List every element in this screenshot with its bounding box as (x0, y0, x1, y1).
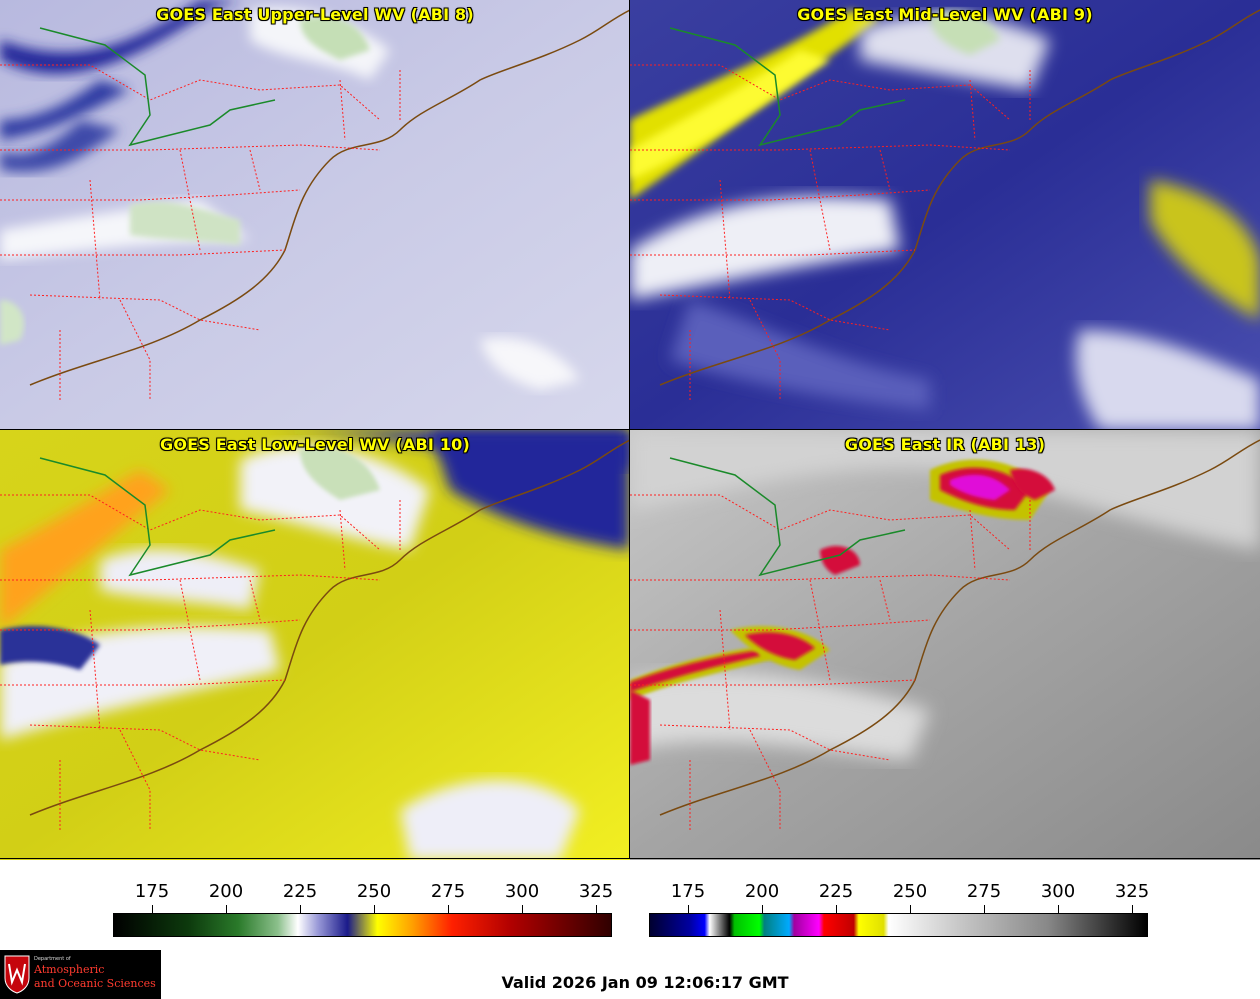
wv-tick (300, 905, 301, 913)
wv-tick-label: 225 (282, 881, 318, 902)
wv-tick-label: 325 (578, 881, 614, 902)
ir-tick-label: 300 (1040, 881, 1076, 902)
ir-tick (762, 905, 763, 913)
ir-tick (1058, 905, 1059, 913)
ir-tick-label: 250 (892, 881, 928, 902)
wv-tick-label: 200 (208, 881, 244, 902)
logo-line-1: Atmospheric (34, 963, 105, 976)
panel-title: GOES East Upper-Level WV (ABI 8) (156, 5, 474, 24)
ir-tick-label: 200 (744, 881, 780, 902)
panel-low-level-wv: GOES East Low-Level WV (ABI 10) (0, 430, 630, 860)
ir-tick-label: 225 (818, 881, 854, 902)
wv-tick-label: 300 (504, 881, 540, 902)
mid-level-wv-image (630, 0, 1260, 430)
ir-tick-label: 175 (670, 881, 706, 902)
aos-logo[interactable]: Department of Atmospheric and Oceanic Sc… (0, 950, 161, 999)
panel-title: GOES East Low-Level WV (ABI 10) (159, 435, 470, 454)
wv-tick (522, 905, 523, 913)
panel-ir: GOES East IR (ABI 13) (630, 430, 1260, 860)
logo-line-2: and Oceanic Sciences (34, 977, 156, 990)
valid-time-label: Valid 2026 Jan 09 12:06:17 GMT (501, 973, 789, 992)
panel-mid-level-wv: GOES East Mid-Level WV (ABI 9) (630, 0, 1260, 430)
wv-tick (448, 905, 449, 913)
wv-tick-label: 175 (134, 881, 170, 902)
ir-image (630, 430, 1260, 860)
wv-tick (152, 905, 153, 913)
ir-tick (910, 905, 911, 913)
wv-tick (596, 905, 597, 913)
wv-colorbar (113, 913, 612, 937)
ir-colorbar (649, 913, 1148, 937)
ir-tick-label: 325 (1114, 881, 1150, 902)
uw-shield-icon (4, 955, 30, 994)
panel-upper-level-wv: GOES East Upper-Level WV (ABI 8) (0, 0, 630, 430)
logo-department-text: Department of (34, 956, 71, 962)
upper-level-wv-image (0, 0, 630, 430)
wv-tick-label: 250 (356, 881, 392, 902)
panel-title: GOES East IR (ABI 13) (844, 435, 1046, 454)
ir-tick-label: 275 (966, 881, 1002, 902)
panel-divider-horizontal (0, 429, 1260, 430)
ir-tick (1132, 905, 1133, 913)
wv-tick (374, 905, 375, 913)
panel-title: GOES East Mid-Level WV (ABI 9) (797, 5, 1093, 24)
ir-tick (836, 905, 837, 913)
wv-tick-label: 275 (430, 881, 466, 902)
low-level-wv-image (0, 430, 630, 860)
ir-tick (688, 905, 689, 913)
panel-bottom-border (0, 858, 1260, 859)
ir-tick (984, 905, 985, 913)
wv-tick (226, 905, 227, 913)
